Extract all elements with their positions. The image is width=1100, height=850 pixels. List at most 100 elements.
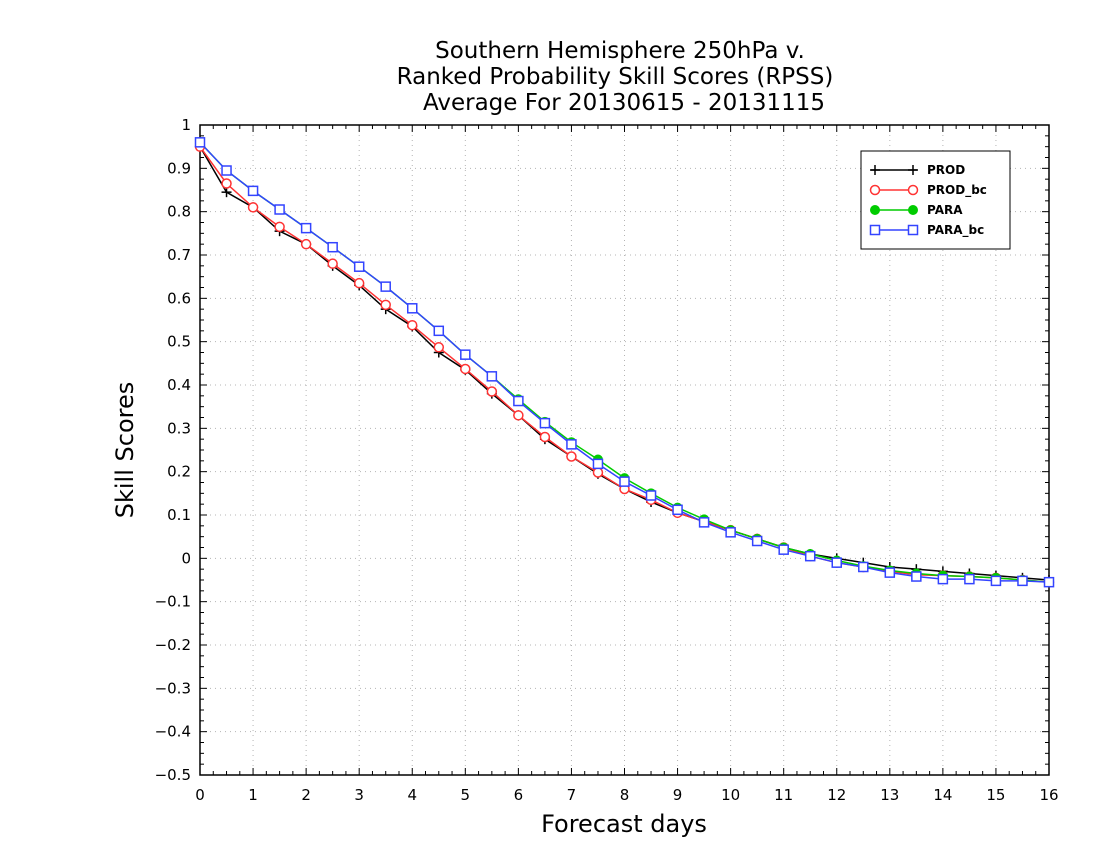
axes: 0 1 2 3 4 5 6 7 8 9 10 11 12 13 14 15 16−0.5−0.4−0.3−0.2… [155, 116, 1059, 804]
data-point [1017, 575, 1028, 587]
legend-box [860, 150, 1011, 250]
data-point [327, 258, 338, 269]
data-point [407, 319, 418, 331]
y-tick-label: 0 [181, 549, 191, 567]
data-point [327, 241, 338, 253]
data-point [221, 187, 232, 198]
data-point [513, 410, 524, 421]
data-point [831, 557, 842, 568]
legend-entry: PARA [870, 203, 963, 217]
data-point [911, 571, 922, 582]
x-axis-title: Forecast days [541, 810, 707, 838]
data-point [433, 342, 445, 353]
chart-title: Southern Hemisphere 250hPa v. Ranked Pro… [397, 38, 834, 116]
y-tick-label: 0.7 [167, 246, 191, 264]
x-tick-label: 7 [567, 786, 577, 804]
y-tick-label: −0.2 [155, 636, 191, 654]
legend-entry: PROD_bc [869, 183, 987, 198]
legend-marker [869, 224, 881, 236]
y-tick-label: 1 [181, 116, 191, 134]
x-tick-label: 6 [514, 786, 524, 804]
data-point [725, 527, 736, 538]
data-point [300, 222, 312, 234]
legend-label: PARA [927, 203, 963, 217]
data-point [460, 349, 471, 360]
x-tick-label: 3 [354, 786, 364, 804]
x-tick-label: 14 [933, 786, 952, 804]
data-point [194, 137, 206, 148]
data-point [353, 277, 365, 289]
y-tick-label: 0.4 [167, 376, 191, 394]
x-tick-label: 15 [986, 786, 1005, 804]
series [194, 137, 1055, 588]
data-point [566, 439, 577, 450]
legend-marker [870, 165, 880, 175]
legend-marker [908, 165, 918, 175]
data-point [380, 281, 391, 292]
data-point [433, 325, 445, 337]
data-point [486, 386, 498, 397]
data-point [274, 221, 285, 233]
y-tick-label: 0.2 [167, 463, 191, 481]
data-point [804, 550, 816, 562]
legend-label: PROD [927, 163, 965, 177]
y-tick-label: 0.3 [167, 419, 191, 437]
x-tick-label: 12 [827, 786, 846, 804]
legend: PROD PROD_bc PARA PARA_bc [860, 150, 1011, 250]
legend-marker [870, 205, 880, 215]
data-point [937, 573, 949, 585]
data-point [460, 363, 471, 375]
data-point [247, 185, 259, 197]
data-point [990, 575, 1002, 587]
y-tick-label: 0.9 [167, 159, 191, 177]
data-point [592, 467, 604, 478]
y-tick-label: −0.3 [155, 679, 191, 697]
data-point [407, 303, 418, 314]
data-point [884, 567, 896, 578]
legend-label: PROD_bc [927, 183, 987, 198]
y-tick-label: −0.1 [155, 593, 191, 611]
data-point [513, 395, 524, 407]
series-para-bc [194, 137, 1055, 588]
x-tick-label: 4 [407, 786, 417, 804]
legend-marker [907, 184, 919, 196]
data-point [751, 535, 763, 547]
y-tick-label: −0.5 [155, 766, 191, 784]
y-axis-title: Skill Scores [111, 382, 139, 519]
y-tick-label: −0.4 [155, 723, 191, 741]
legend-marker [869, 184, 881, 196]
data-point [486, 371, 498, 382]
title-line-2: Ranked Probability Skill Scores (RPSS) [397, 64, 834, 90]
data-point [645, 490, 657, 501]
data-point [539, 431, 551, 443]
legend-marker [908, 205, 918, 215]
legend-marker [907, 224, 919, 236]
y-tick-label: 0.1 [167, 506, 191, 524]
data-point [247, 202, 259, 213]
data-point [672, 504, 683, 516]
data-point [619, 476, 630, 487]
data-point [592, 458, 604, 470]
y-tick-label: 0.6 [167, 289, 191, 307]
legend-entry: PROD [870, 163, 965, 177]
data-point [698, 517, 710, 528]
data-point [964, 573, 975, 585]
data-point [778, 544, 789, 555]
x-tick-label: 16 [1039, 786, 1058, 804]
data-point [566, 451, 577, 462]
grid [200, 125, 1049, 775]
title-line-1: Southern Hemisphere 250hPa v. [435, 38, 805, 64]
data-point [539, 417, 551, 429]
x-tick-label: 9 [673, 786, 683, 804]
data-point [300, 238, 312, 250]
x-tick-label: 8 [620, 786, 630, 804]
x-tick-label: 13 [880, 786, 899, 804]
data-point [353, 261, 365, 272]
y-tick-label: 0.8 [167, 203, 191, 221]
data-point [274, 204, 285, 215]
x-tick-label: 2 [301, 786, 311, 804]
data-point [221, 178, 232, 189]
x-tick-label: 0 [195, 786, 205, 804]
title-line-3: Average For 20130615 - 20131115 [423, 90, 825, 116]
x-tick-label: 5 [461, 786, 471, 804]
